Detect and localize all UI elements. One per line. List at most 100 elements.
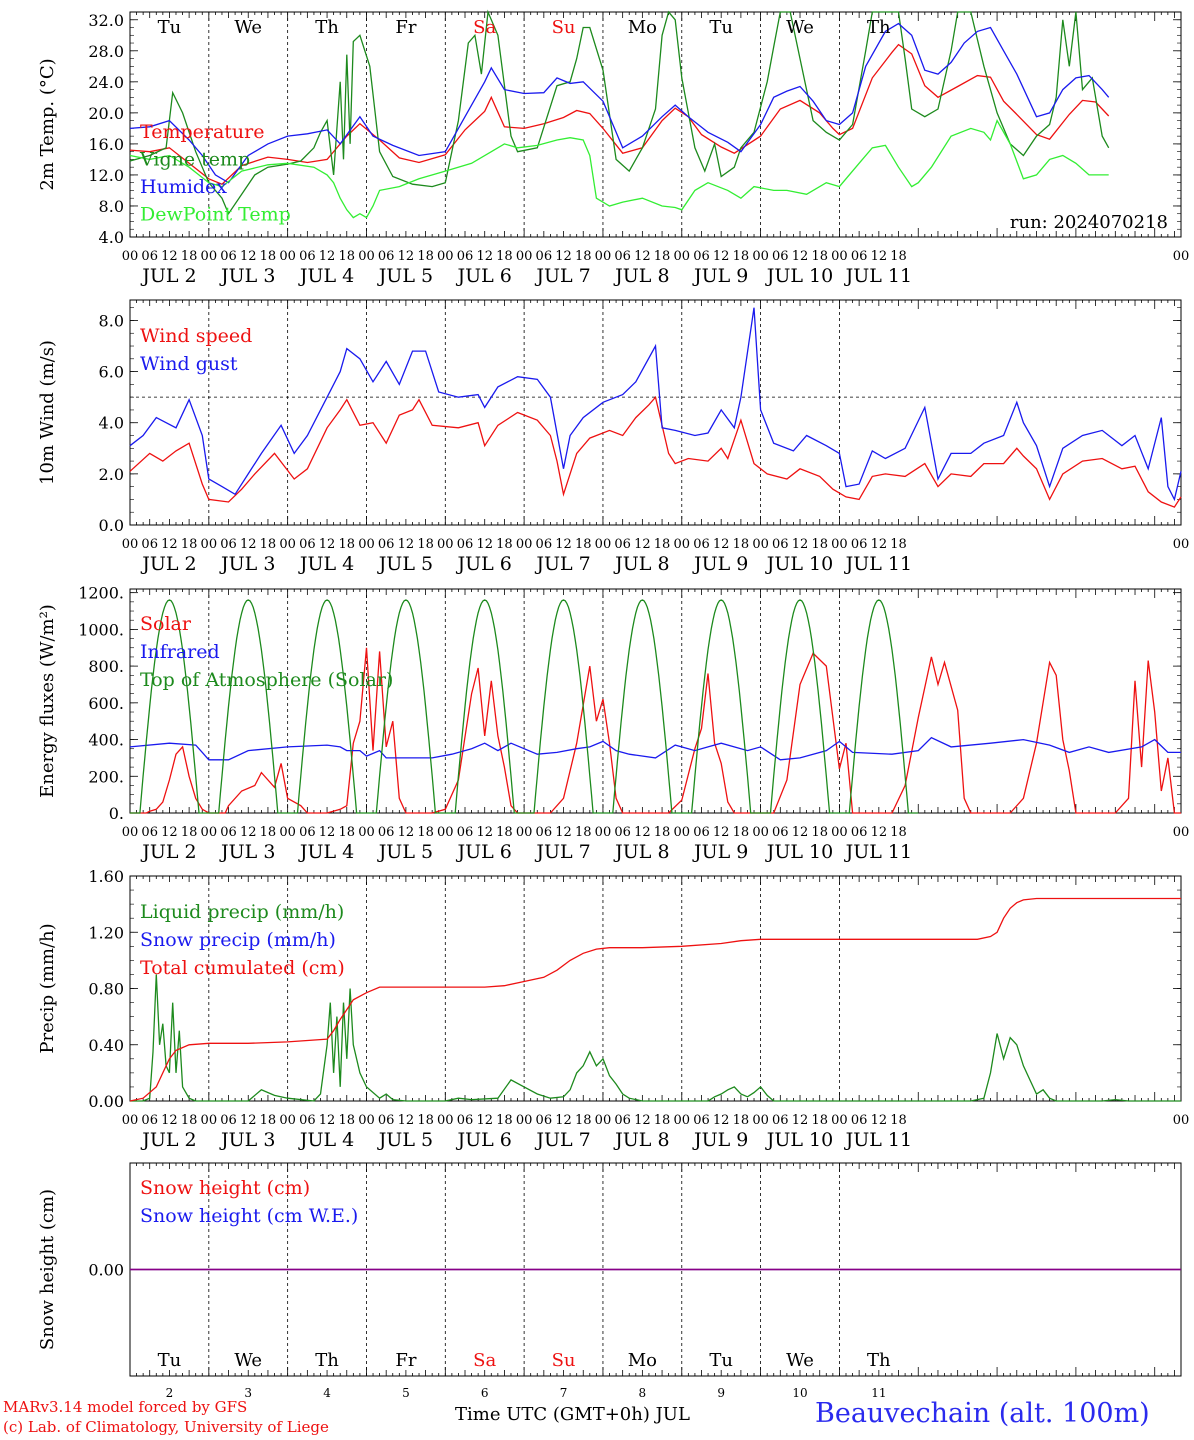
hour-tick-label: 12	[713, 249, 730, 264]
hour-tick-label: 00	[595, 249, 612, 264]
hour-tick-label: 06	[220, 1113, 237, 1128]
hour-tick-label: 12	[713, 1113, 730, 1128]
day-number-label: 4	[323, 1386, 331, 1400]
date-label: JUL 9	[692, 265, 748, 287]
hour-tick-label: 18	[338, 1113, 355, 1128]
hour-tick-label: 06	[693, 537, 710, 552]
hour-tick-label: 00	[831, 537, 848, 552]
weekday-label: Sa	[473, 17, 496, 38]
hour-tick-label: 00	[279, 537, 296, 552]
y-tick-label: 200.	[88, 767, 124, 786]
date-label: JUL 8	[613, 265, 669, 287]
day-number-label: 7	[560, 1386, 568, 1400]
date-label: JUL 5	[377, 1129, 433, 1151]
hour-tick-label: 00	[674, 537, 691, 552]
hour-tick-label: 18	[575, 249, 592, 264]
series-line	[129, 307, 1182, 502]
hour-tick-label: 18	[654, 1113, 671, 1128]
hour-tick-label: 06	[536, 537, 553, 552]
hour-tick-label: 06	[299, 825, 316, 840]
hour-tick-label: 12	[319, 825, 336, 840]
hour-tick-label: 18	[654, 825, 671, 840]
date-label: JUL 4	[298, 1129, 354, 1151]
hour-tick-label: 06	[141, 825, 158, 840]
hour-tick-label: 00	[831, 825, 848, 840]
hour-tick-label: 12	[161, 825, 178, 840]
hour-tick-label: 00	[358, 825, 375, 840]
weekday-label: Su	[552, 1350, 576, 1371]
hour-tick-label: 12	[476, 537, 493, 552]
weekday-label: Tu	[158, 1350, 182, 1371]
hour-tick-label: 00	[122, 1113, 139, 1128]
weekday-label: Fr	[395, 1350, 416, 1371]
hour-tick-label: 18	[260, 1113, 277, 1128]
y-tick-label: 12.0	[88, 166, 124, 185]
hour-tick-label: 00	[122, 249, 139, 264]
weekday-label: Th	[867, 1350, 891, 1371]
date-label: JUL 6	[456, 1129, 512, 1151]
hour-tick-label: 00	[831, 249, 848, 264]
y-tick-label: 1.20	[88, 923, 124, 942]
hour-tick-label: 06	[772, 825, 789, 840]
hour-tick-label: 00	[516, 825, 533, 840]
hour-tick-label: 00	[595, 1113, 612, 1128]
legend-entry: Wind speed	[140, 325, 252, 347]
legend-entry: Top of Atmosphere (Solar)	[140, 669, 393, 691]
hour-tick-label: 00	[201, 825, 218, 840]
hour-tick-label: 18	[733, 1113, 750, 1128]
hour-tick-label: 12	[240, 249, 257, 264]
y-tick-label: 800.	[88, 657, 124, 676]
weekday-label: Tu	[709, 1350, 733, 1371]
hour-tick-label: 12	[792, 1113, 809, 1128]
date-label: JUL 3	[219, 1129, 275, 1151]
hour-tick-label: 06	[772, 537, 789, 552]
hour-tick-label: 06	[772, 1113, 789, 1128]
series-line	[130, 974, 1181, 1102]
hour-tick-label: 12	[871, 825, 888, 840]
date-label: JUL 9	[692, 1129, 748, 1151]
hour-tick-label: 12	[476, 1113, 493, 1128]
hour-tick-label: 00	[674, 825, 691, 840]
series-line	[129, 119, 1109, 219]
panel-4: 0.00 0.40 0.80 1.20 1.60 Precip (mm/h) Liquid …	[37, 867, 1189, 1151]
day-number-label: 6	[481, 1386, 489, 1400]
hour-tick-label: 18	[496, 825, 513, 840]
hour-tick-label: 00	[516, 1113, 533, 1128]
hour-tick-label: 18	[890, 825, 907, 840]
hour-tick-label: 00	[437, 537, 454, 552]
hour-tick-label: 12	[161, 249, 178, 264]
hour-tick-label: 06	[141, 249, 158, 264]
day-number-label: 2	[166, 1386, 174, 1400]
y-tick-label: 0.00	[88, 1092, 124, 1111]
date-label: JUL 8	[613, 1129, 669, 1151]
hour-tick-label: 00	[831, 1113, 848, 1128]
weekday-label: Fr	[395, 17, 416, 38]
date-label: JUL 6	[456, 841, 512, 863]
hour-tick-label: 18	[181, 249, 198, 264]
hour-tick-label: 12	[398, 825, 415, 840]
hour-tick-label: 12	[476, 249, 493, 264]
hour-tick-label: 18	[811, 825, 828, 840]
hour-tick-label: 00	[1173, 249, 1190, 264]
date-label: JUL 11	[844, 1129, 912, 1151]
y-tick-label: 0.0	[99, 516, 124, 535]
hour-tick-label: 12	[792, 537, 809, 552]
hour-tick-label: 18	[811, 537, 828, 552]
y-tick-label: 600.	[88, 694, 124, 713]
weekday-label: Th	[315, 1350, 339, 1371]
date-label: JUL 2	[140, 265, 196, 287]
y-tick-label: 8.0	[99, 311, 124, 330]
hour-tick-label: 18	[417, 1113, 434, 1128]
hour-tick-label: 06	[220, 825, 237, 840]
hour-tick-label: 18	[260, 249, 277, 264]
weekday-label: Su	[552, 17, 576, 38]
legend-entry: Snow precip (mm/h)	[140, 929, 336, 951]
series-line	[129, 9, 1110, 216]
hour-tick-label: 12	[871, 1113, 888, 1128]
hour-tick-label: 12	[634, 537, 651, 552]
hour-tick-label: 00	[1173, 537, 1190, 552]
hour-tick-label: 00	[437, 825, 454, 840]
hour-tick-label: 06	[457, 1113, 474, 1128]
date-label: JUL 10	[765, 553, 833, 575]
hour-tick-label: 06	[614, 825, 631, 840]
